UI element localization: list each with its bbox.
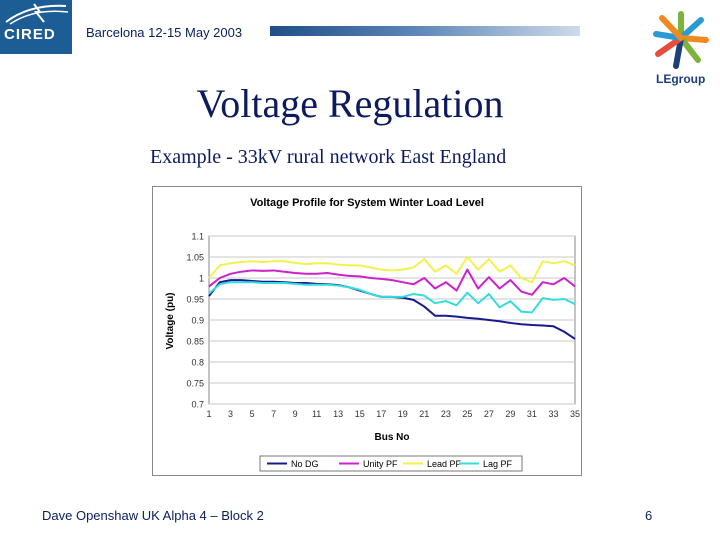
slide-subtitle: Example - 33kV rural network East Englan… — [150, 146, 507, 168]
slide-title: Voltage Regulation — [196, 81, 504, 126]
chart-legend: No DG Unity PF Lead PF Lag PF — [259, 455, 523, 472]
footer-text: Dave Openshaw UK Alpha 4 – Block 2 — [42, 508, 264, 523]
header-bar — [270, 26, 580, 36]
x-tick-label: 27 — [484, 409, 494, 419]
y-tick-label: 0.9 — [191, 316, 204, 326]
y-axis-label: Voltage (pu) — [165, 292, 176, 349]
x-tick-label: 25 — [462, 409, 472, 419]
x-tick-label: 7 — [271, 409, 276, 419]
series-line-unity-pf — [208, 268, 576, 296]
x-tick-label: 21 — [419, 409, 429, 419]
cired-logo: CIRED — [0, 0, 72, 54]
legend-label: Lead PF — [427, 459, 462, 469]
star-icon — [653, 11, 709, 69]
x-tick-label: 35 — [570, 409, 580, 419]
x-tick-label: 15 — [355, 409, 365, 419]
x-tick-label: 19 — [398, 409, 408, 419]
y-tick-label: 0.95 — [186, 295, 204, 305]
legroup-logo: LEgroup — [646, 8, 716, 98]
y-tick-label: 0.8 — [191, 358, 204, 368]
series-line-lead-pf — [208, 256, 576, 284]
y-tick-label: 0.75 — [186, 379, 204, 389]
x-tick-label: 3 — [228, 409, 233, 419]
x-tick-label: 17 — [376, 409, 386, 419]
voltage-profile-chart: Voltage Profile for System Winter Load L… — [165, 197, 580, 472]
y-tick-label: 0.85 — [186, 337, 204, 347]
y-tick-label: 0.7 — [191, 400, 204, 410]
x-tick-label: 1 — [206, 409, 211, 419]
x-tick-label: 11 — [312, 409, 321, 419]
x-tick-label: 33 — [548, 409, 558, 419]
x-tick-label: 31 — [527, 409, 537, 419]
lightning-icon — [5, 3, 69, 25]
header-date: Barcelona 12-15 May 2003 — [86, 25, 243, 40]
cired-logo-text: CIRED — [4, 26, 56, 43]
x-tick-label: 5 — [250, 409, 255, 419]
y-tick-label: 1.05 — [186, 253, 204, 263]
chart-frame: Voltage Profile for System Winter Load L… — [152, 186, 582, 476]
x-tick-label: 13 — [333, 409, 343, 419]
legend-label: Lag PF — [483, 459, 513, 469]
x-tick-label: 23 — [441, 409, 451, 419]
legend-label: No DG — [291, 459, 319, 469]
legroup-logo-text: LEgroup — [656, 72, 706, 86]
legend-label: Unity PF — [363, 459, 398, 469]
y-tick-label: 1.1 — [191, 232, 204, 242]
x-tick-label: 29 — [505, 409, 515, 419]
x-tick-label: 9 — [293, 409, 298, 419]
series-line-lag-pf — [208, 281, 576, 314]
chart-title: Voltage Profile for System Winter Load L… — [250, 197, 484, 209]
y-tick-label: 1 — [199, 274, 204, 284]
page-number: 6 — [645, 508, 653, 523]
x-axis-label: Bus No — [375, 432, 410, 443]
